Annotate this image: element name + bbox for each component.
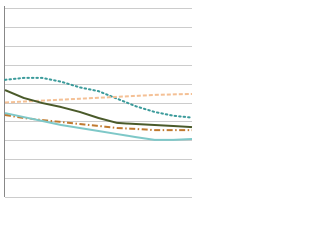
page: (() => { const data = JSON.parse(documen… <box>4 6 193 198</box>
line-series <box>4 89 193 129</box>
line-series <box>4 112 193 141</box>
chart <box>4 6 193 198</box>
line-series <box>4 76 193 119</box>
